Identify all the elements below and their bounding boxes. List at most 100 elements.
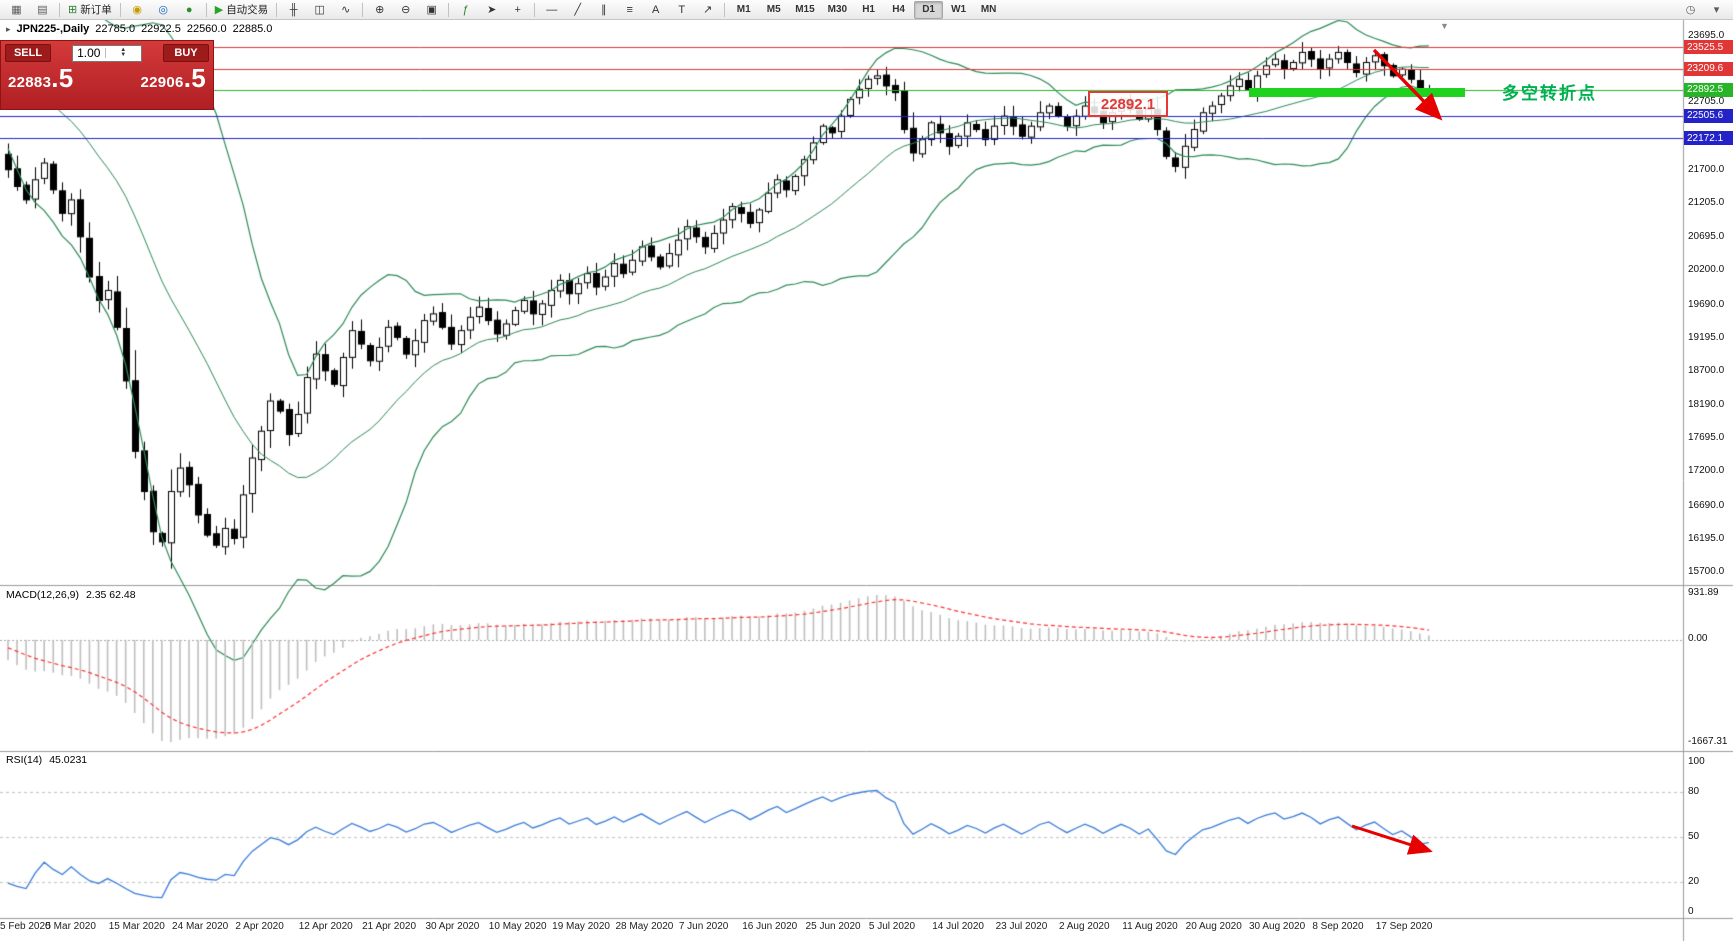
sell-price-pips: .5 [51,63,74,93]
timeframe-h1[interactable]: H1 [862,4,875,15]
open-value: 22785.0 [95,23,136,35]
volume-spinner[interactable]: ▲ ▼ [104,47,142,58]
zoom-out-icon: ⊖ [401,3,411,16]
buy-button[interactable]: BUY [163,44,209,62]
main-toolbar: ▦ ▤ ⊞ 新订单 ◉ ◎ ● ▶ 自动交易 ╫ ◫ ∿ ⊕ ⊖ ▣ ƒ ➤ + ― ╱ ∥ ≡ A T ↗ M1 M5 M15 M30… [0,0,1733,20]
alerts-icon[interactable]: ◉ [125,1,150,19]
zoom-in-icon[interactable]: ⊕ [367,1,392,19]
chart-shift-marker-icon[interactable]: ▼ [1440,21,1449,31]
zoom-in-icon: ⊕ [375,3,385,16]
bar-chart-icon[interactable]: ╫ [281,1,306,19]
toolbar-separator [724,2,726,17]
horizontal-line-icon[interactable]: ― [539,1,564,19]
crosshair-icon[interactable]: + [505,1,530,19]
volume-field[interactable]: 1.00 ▲ ▼ [72,44,142,62]
new-order-button[interactable]: ⊞ 新订单 [64,1,116,19]
trendline-icon[interactable]: ╱ [565,1,590,19]
buy-price-pips: .5 [183,63,206,93]
period-clock-icon[interactable]: ◷ [1678,1,1703,19]
tile-windows-icon[interactable]: ▣ [419,1,444,19]
buy-price[interactable]: 22906.5 [140,63,206,94]
auto-trading-button-label: 自动交易 [226,4,269,16]
new-order-button-label: 新订单 [80,4,112,16]
line-chart-icon[interactable]: ∿ [333,1,358,19]
auto-trading-button: ▶ [214,3,224,16]
sell-price[interactable]: 22883.5 [8,63,74,94]
sell-button[interactable]: SELL [5,44,51,62]
chart-title: ▸ JPN225-,Daily 22785.0 22922.5 22560.0 … [6,23,272,35]
channel-icon[interactable]: ∥ [591,1,616,19]
label-icon: T [678,3,686,16]
line-chart-icon: ∿ [341,3,351,16]
label-icon[interactable]: T [669,1,694,19]
timeframe-m5[interactable]: M5 [766,4,781,15]
symbol-period-label: JPN225-,Daily [16,23,90,35]
timeframe-m15[interactable]: M15 [795,4,815,15]
rsi-name: RSI(14) [6,754,43,766]
chart-profiles-icon: ▤ [37,3,48,16]
new-chart-icon: ▦ [11,3,22,16]
support-highlight-bar[interactable] [1249,88,1465,97]
timeframe-d1[interactable]: D1 [914,0,944,19]
macd-indicator-label: MACD(12,26,9) 2.35 62.48 [6,589,136,601]
indicators-icon: ƒ [462,3,469,16]
text-icon: A [652,3,660,16]
text-icon[interactable]: A [643,1,668,19]
candlestick-chart-icon: ◫ [314,3,325,16]
chart-profiles-icon[interactable]: ▤ [30,1,55,19]
indicators-icon[interactable]: ƒ [453,1,478,19]
arrow-objects-icon: ↗ [703,3,713,16]
new-order-button: ⊞ [68,3,78,16]
sell-price-main: 22883 [8,74,52,91]
toolbar-separator [59,2,60,17]
macd-values: 2.35 62.48 [85,589,136,601]
buy-price-main: 22906 [140,74,184,91]
timeframe-mn[interactable]: MN [980,4,997,15]
timeframe-h4[interactable]: H4 [892,4,905,15]
one-click-trading-panel: SELL 1.00 ▲ ▼ BUY 22883.5 22906.5 [0,40,214,110]
volume-value[interactable]: 1.00 [77,46,101,60]
macd-name: MACD(12,26,9) [6,589,79,601]
crosshair-icon: + [514,3,521,16]
toolbar-more-icon: ▾ [1713,3,1720,16]
trade-panel-top-row: SELL 1.00 ▲ ▼ BUY [1,41,213,62]
signals-icon: ● [185,3,193,16]
timeframe-m1[interactable]: M1 [736,4,751,15]
timeframe-m30[interactable]: M30 [827,4,848,15]
rsi-value: 45.0231 [49,754,88,766]
zoom-out-icon[interactable]: ⊖ [393,1,418,19]
toolbar-separator [276,2,278,17]
high-value: 22922.5 [141,23,181,35]
fibonacci-icon: ≡ [626,3,633,16]
channel-icon: ∥ [600,3,607,16]
toolbar-more-icon[interactable]: ▾ [1704,1,1729,19]
turning-point-note[interactable]: 多空转折点 [1502,84,1597,103]
close-value: 22885.0 [232,23,273,35]
timeframe-w1[interactable]: W1 [951,4,967,15]
toolbar-separator [119,2,121,17]
volume-down-icon[interactable]: ▼ [120,52,127,58]
toolbar-separator [205,2,207,17]
trade-panel-prices: 22883.5 22906.5 [1,63,213,94]
period-clock-icon: ◷ [1685,3,1696,16]
new-chart-icon[interactable]: ▦ [4,1,29,19]
candlestick-chart-icon[interactable]: ◫ [307,1,332,19]
market-watch-icon[interactable]: ◎ [151,1,176,19]
volume-up-icon[interactable]: ▲ [120,47,127,53]
toolbar-separator [534,2,536,17]
toolbar-separator [448,2,450,17]
market-watch-icon: ◎ [158,3,169,16]
arrow-objects-icon[interactable]: ↗ [695,1,720,19]
tile-windows-icon: ▣ [426,3,437,16]
low-value: 22560.0 [186,23,227,35]
chart-context-icon[interactable]: ▸ [6,23,11,34]
auto-trading-button[interactable]: ▶ 自动交易 [211,1,272,19]
price-callout-box[interactable]: 22892.1 [1088,91,1168,117]
signals-icon[interactable]: ● [177,1,202,19]
toolbar-separator [362,2,364,17]
fibonacci-icon[interactable]: ≡ [617,1,642,19]
trendline-icon: ╱ [574,3,581,16]
cursor-icon[interactable]: ➤ [479,1,504,19]
